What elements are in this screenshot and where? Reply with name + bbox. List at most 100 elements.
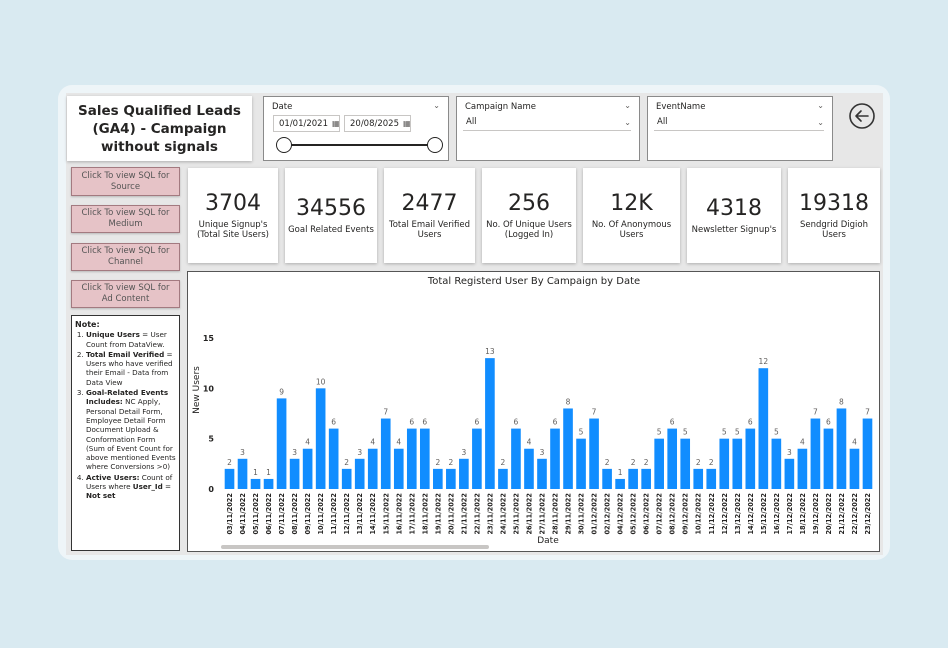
bar bbox=[810, 418, 821, 489]
event-dropdown[interactable]: All ⌄ bbox=[654, 114, 824, 131]
data-label: 6 bbox=[422, 418, 427, 427]
x-tick-label: 06/12/2022 bbox=[643, 493, 651, 535]
kpi-card-email-verified: 2477 Total Email Verified Users bbox=[384, 168, 475, 263]
x-tick-label: 26/11/2022 bbox=[525, 493, 533, 535]
horizontal-scrollbar[interactable] bbox=[221, 545, 489, 549]
date-slicer[interactable]: Date ⌄ 01/01/2021 ▦ 20/08/2025 ▦ bbox=[263, 96, 449, 161]
x-tick-label: 30/11/2022 bbox=[578, 493, 586, 535]
bar bbox=[237, 458, 248, 489]
data-label: 8 bbox=[566, 397, 571, 406]
bar bbox=[485, 358, 495, 489]
bar bbox=[797, 448, 808, 489]
bar bbox=[641, 468, 651, 489]
data-label: 3 bbox=[787, 448, 792, 457]
y-tick-label: 5 bbox=[208, 435, 214, 444]
x-tick-label: 19/12/2022 bbox=[812, 493, 820, 535]
note-item-bold: Unique Users bbox=[86, 330, 140, 340]
event-slicer-label: EventName bbox=[656, 102, 706, 112]
chevron-down-icon[interactable]: ⌄ bbox=[817, 117, 824, 127]
x-tick-label: 15/11/2022 bbox=[382, 493, 390, 535]
note-item-bold: Total Email Verified bbox=[86, 349, 165, 359]
x-tick-label: 12/11/2022 bbox=[343, 493, 351, 535]
kpi-label: No. Of Anonymous Users bbox=[591, 220, 672, 240]
data-label: 1 bbox=[253, 468, 258, 477]
kpi-label: Unique Signup's (Total Site Users) bbox=[196, 220, 269, 240]
y-tick-label: 10 bbox=[203, 384, 215, 393]
data-label: 6 bbox=[409, 418, 414, 427]
x-axis-label: Date bbox=[537, 536, 559, 546]
kpi-value: 256 bbox=[508, 191, 550, 216]
x-tick-label: 17/12/2022 bbox=[786, 493, 794, 535]
note-item-bold: User_Id bbox=[132, 482, 163, 492]
bar bbox=[341, 468, 352, 489]
calendar-icon[interactable]: ▦ bbox=[332, 119, 340, 128]
note-item-bold: Not set bbox=[86, 491, 116, 501]
data-label: 13 bbox=[485, 347, 495, 356]
kpi-value: 4318 bbox=[706, 196, 762, 221]
data-label: 7 bbox=[865, 408, 870, 417]
data-label: 2 bbox=[605, 458, 610, 467]
date-range-end-handle[interactable] bbox=[427, 137, 443, 153]
date-range-start-handle[interactable] bbox=[276, 137, 292, 153]
note-panel: Note: Unique Users = User Count from Dat… bbox=[71, 315, 180, 551]
calendar-icon[interactable]: ▦ bbox=[403, 119, 411, 128]
bar bbox=[419, 428, 430, 489]
bar bbox=[224, 468, 235, 489]
x-tick-label: 19/11/2022 bbox=[434, 493, 442, 535]
back-arrow-icon[interactable] bbox=[846, 100, 878, 132]
bar bbox=[628, 468, 638, 489]
kpi-card-unique-signups: 3704 Unique Signup's (Total Site Users) bbox=[188, 168, 278, 263]
bar bbox=[862, 418, 873, 489]
bar bbox=[693, 468, 704, 489]
data-label: 6 bbox=[474, 418, 479, 427]
start-date-input[interactable]: 01/01/2021 ▦ bbox=[273, 115, 340, 132]
view-sql-medium-button[interactable]: Click To view SQL for Medium bbox=[71, 205, 180, 233]
end-date-input[interactable]: 20/08/2025 ▦ bbox=[344, 115, 411, 132]
x-tick-label: 25/11/2022 bbox=[512, 493, 520, 535]
x-tick-label: 03/11/2022 bbox=[226, 493, 234, 535]
x-tick-label: 17/11/2022 bbox=[408, 493, 416, 535]
bar bbox=[289, 458, 300, 489]
data-label: 3 bbox=[461, 448, 466, 457]
kpi-label: Goal Related Events bbox=[288, 225, 374, 235]
event-slicer[interactable]: EventName ⌄ All ⌄ bbox=[647, 96, 833, 161]
bar bbox=[459, 458, 469, 489]
chevron-down-icon[interactable]: ⌄ bbox=[817, 101, 824, 110]
x-tick-label: 22/12/2022 bbox=[851, 493, 859, 535]
bar bbox=[732, 438, 743, 489]
bar bbox=[393, 448, 404, 489]
bar bbox=[784, 458, 795, 489]
report-title: Sales Qualified Leads (GA4) - Campaign w… bbox=[67, 96, 252, 161]
campaign-dropdown[interactable]: All ⌄ bbox=[463, 114, 631, 131]
kpi-card-goal-events: 34556 Goal Related Events bbox=[285, 168, 377, 263]
kpi-card-newsletter-signups: 4318 Newsletter Signup's bbox=[687, 168, 781, 263]
x-tick-label: 23/12/2022 bbox=[864, 493, 872, 535]
date-range-track bbox=[284, 144, 435, 146]
bar bbox=[511, 428, 521, 489]
view-sql-source-button[interactable]: Click To view SQL for Source bbox=[71, 167, 180, 196]
bar bbox=[472, 428, 482, 489]
note-item-text: = User Count from DataView. bbox=[86, 330, 167, 349]
bar bbox=[537, 458, 547, 489]
end-date-value: 20/08/2025 bbox=[350, 118, 399, 129]
bar bbox=[771, 438, 782, 489]
data-label: 6 bbox=[553, 418, 558, 427]
date-slicer-label: Date bbox=[272, 102, 293, 112]
start-date-value: 01/01/2021 bbox=[279, 118, 328, 129]
bar bbox=[654, 438, 664, 489]
data-label: 2 bbox=[631, 458, 636, 467]
chart-title: Total Registerd User By Campaign by Date bbox=[427, 276, 640, 287]
view-sql-ad-content-button[interactable]: Click To view SQL for Ad Content bbox=[71, 280, 180, 308]
data-label: 1 bbox=[618, 468, 623, 477]
chevron-down-icon[interactable]: ⌄ bbox=[624, 101, 631, 110]
x-tick-label: 13/11/2022 bbox=[356, 493, 364, 535]
bar bbox=[823, 428, 834, 489]
bar bbox=[576, 438, 586, 489]
chevron-down-icon[interactable]: ⌄ bbox=[624, 117, 631, 127]
chevron-down-icon[interactable]: ⌄ bbox=[433, 101, 440, 110]
campaign-slicer[interactable]: Campaign Name ⌄ All ⌄ bbox=[456, 96, 640, 161]
bar bbox=[328, 428, 339, 489]
view-sql-channel-button[interactable]: Click To view SQL for Channel bbox=[71, 243, 180, 271]
data-label: 4 bbox=[852, 438, 857, 447]
x-tick-label: 02/12/2022 bbox=[604, 493, 612, 535]
